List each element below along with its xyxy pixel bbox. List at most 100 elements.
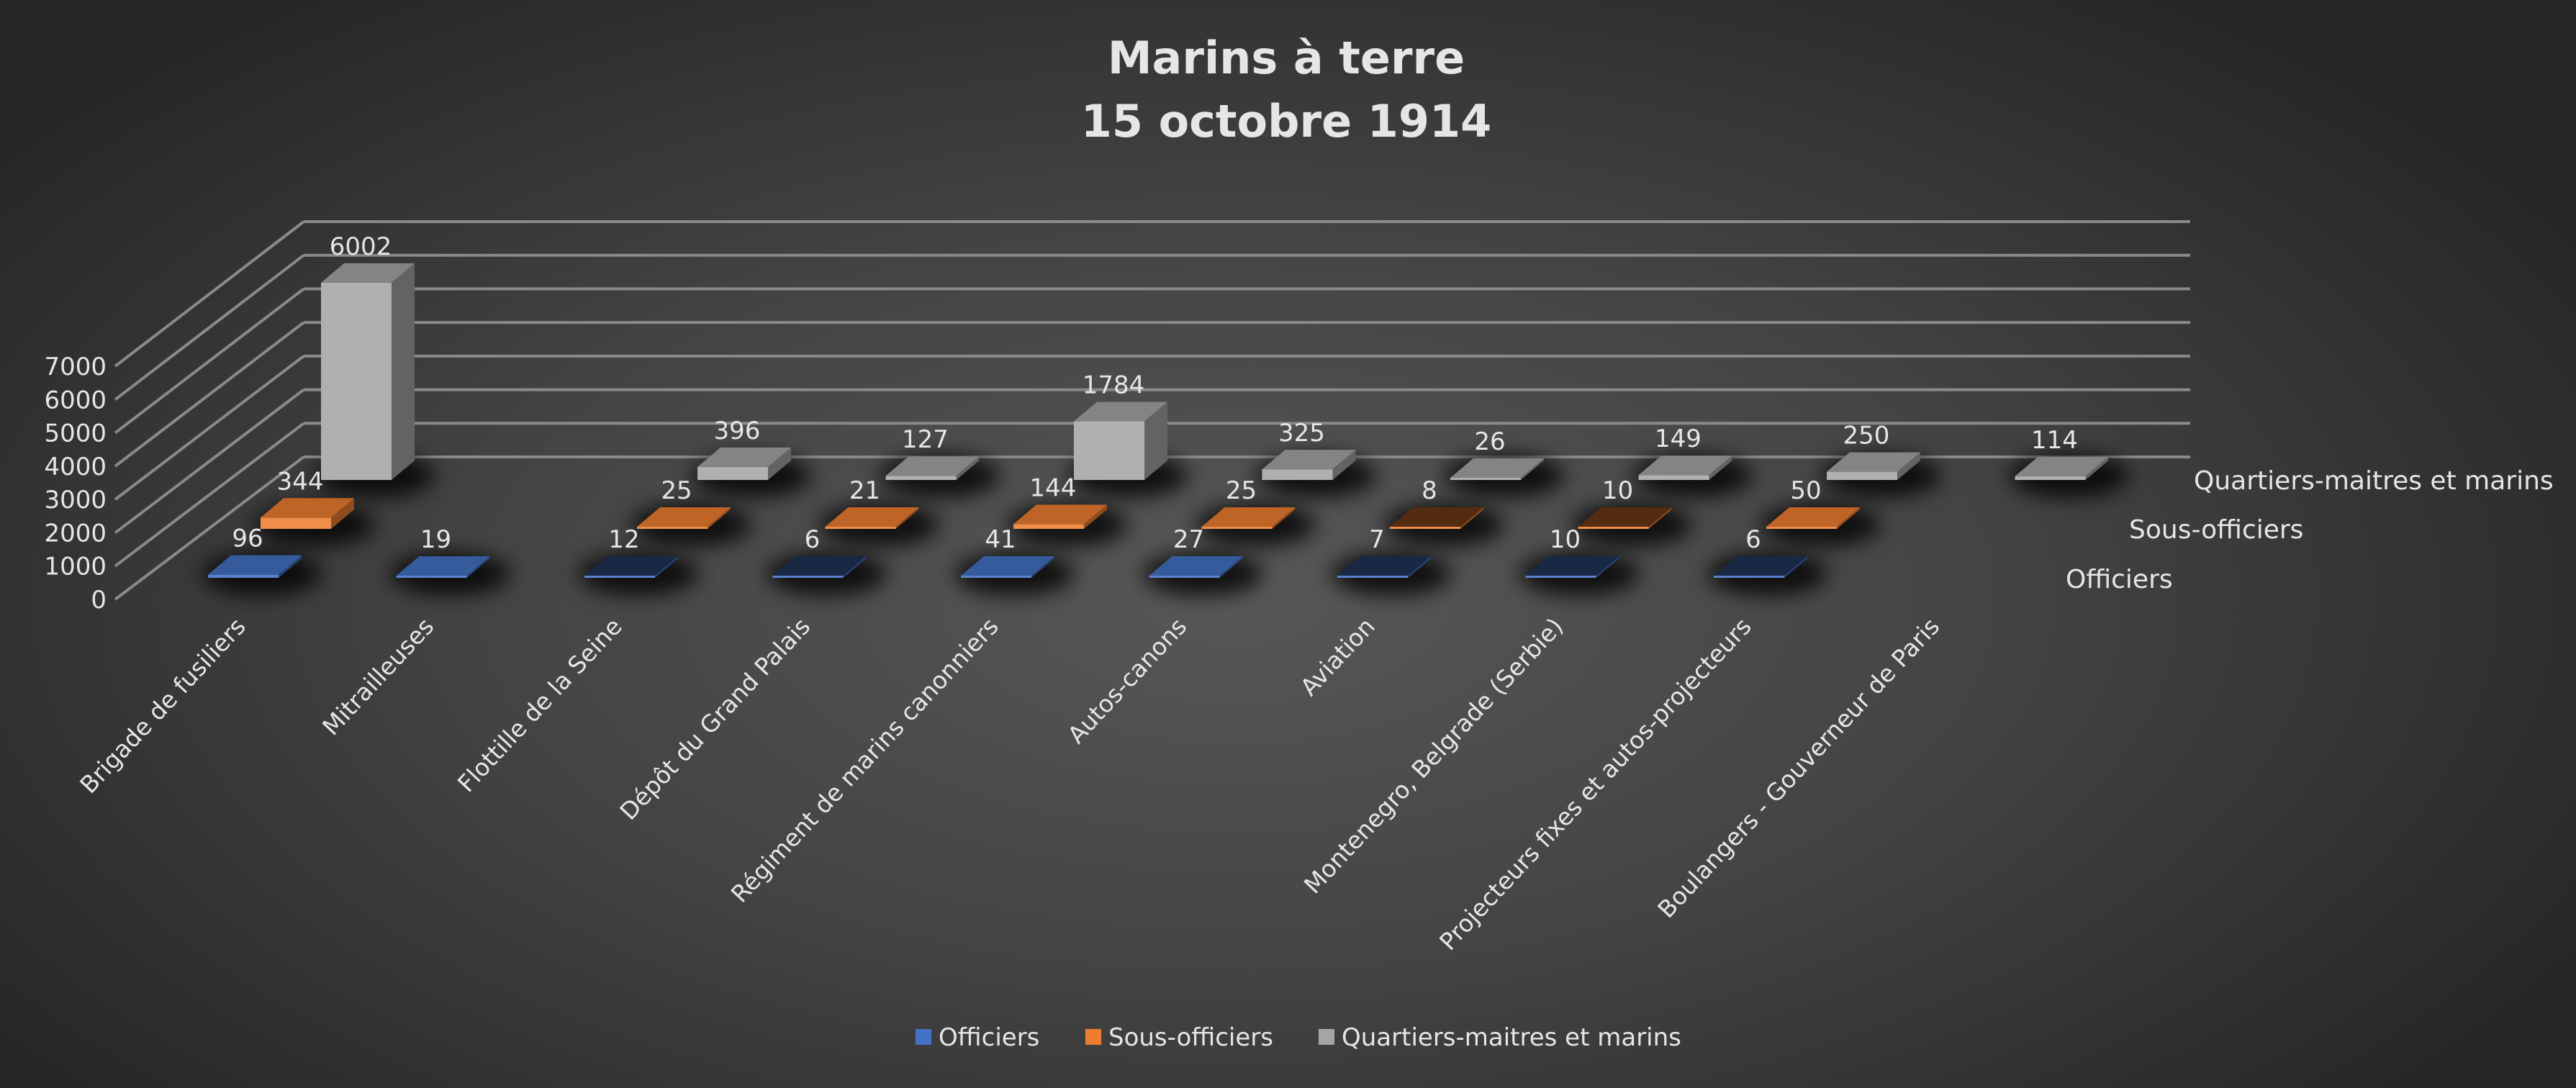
legend-swatch: [916, 1029, 931, 1045]
gridline-side: [114, 321, 305, 468]
y-tick-label: 1000: [44, 553, 107, 581]
gridline-side: [114, 220, 305, 368]
bar-top: [697, 447, 791, 467]
bar-side: [2085, 456, 2109, 480]
data-label: 41: [985, 525, 1016, 554]
chart-title-line-2: 15 octobre 1914: [1081, 95, 1492, 148]
bar-front: [1638, 475, 1709, 480]
bar-front: [2015, 476, 2086, 480]
gridline-side: [114, 455, 305, 601]
bar-top: [1827, 452, 1920, 472]
bar-side: [895, 507, 919, 529]
bar-side: [1084, 504, 1107, 529]
data-label: 144: [1030, 473, 1077, 502]
bar-top: [1074, 402, 1167, 422]
bar-top: [1149, 556, 1243, 576]
bar-side: [1521, 458, 1544, 480]
gridline-side: [114, 355, 305, 501]
bar-front: [961, 576, 1031, 578]
bar-side: [768, 447, 791, 480]
bar-side: [956, 456, 980, 480]
legend-label: Sous-officiers: [1108, 1023, 1273, 1052]
data-label: 7: [1369, 525, 1385, 554]
data-label: 96: [232, 525, 263, 553]
gridline-side: [114, 388, 305, 535]
y-tick-label: 7000: [44, 353, 107, 381]
data-label: 26: [1474, 427, 1505, 456]
bar-front: [1827, 471, 1897, 480]
bar-front: [1074, 421, 1144, 480]
legend-swatch: [1319, 1029, 1334, 1045]
data-label: 10: [1550, 525, 1581, 554]
y-tick-label: 4000: [44, 453, 107, 481]
series-axis-label: Officiers: [2066, 565, 2173, 594]
data-label: 325: [1278, 419, 1325, 448]
category-label: Autos-canons: [1062, 612, 1193, 749]
data-label: 8: [1422, 476, 1437, 505]
y-tick-label: 5000: [44, 420, 107, 448]
category-label: Aviation: [1295, 612, 1380, 702]
bar-top: [772, 556, 867, 576]
bar-side: [1784, 556, 1807, 578]
bar-front: [1013, 524, 1084, 529]
bar-side: [279, 555, 302, 578]
chart-title-line-1: Marins à terre: [1108, 32, 1465, 84]
bar-top: [1578, 507, 1672, 527]
bar-front: [637, 527, 708, 529]
y-tick-label: 0: [91, 586, 107, 615]
bar-side: [466, 556, 490, 578]
bar-front: [825, 527, 896, 529]
bar-front: [396, 576, 467, 578]
bar-side: [1332, 450, 1356, 480]
bar-top: [208, 555, 302, 575]
y-tick-label: 6000: [44, 386, 107, 414]
bar-side: [1709, 455, 1732, 480]
category-label: Projecteurs fixes et autos-projecteurs: [1434, 612, 1757, 956]
bar-front: [1390, 527, 1460, 529]
bar-top: [1714, 556, 1807, 576]
bar-front: [1450, 478, 1521, 480]
gridline-side: [114, 254, 305, 401]
bar-front: [1525, 576, 1596, 578]
data-label: 25: [1226, 476, 1257, 505]
bar-top: [961, 556, 1054, 576]
legend-label: Officiers: [939, 1023, 1039, 1052]
y-tick-label: 2000: [44, 519, 107, 548]
category-label: Mitrailleuses: [317, 612, 439, 741]
bar-front: [1766, 527, 1837, 529]
bar-top: [584, 556, 678, 576]
gridlines: [114, 220, 2190, 601]
category-label: Flottille de la Seine: [452, 612, 628, 798]
data-label: 1784: [1083, 371, 1145, 400]
legend-label: Quartiers-maitres et marins: [1342, 1023, 1681, 1052]
data-label: 6002: [330, 232, 392, 261]
data-label: 21: [849, 476, 880, 505]
bar-side: [392, 263, 415, 480]
x-axis: Brigade de fusiliers Mitrailleuses Flottil…: [74, 612, 1945, 956]
bar-side: [708, 507, 731, 529]
bar-front: [1201, 527, 1273, 529]
bar-side: [1837, 507, 1860, 529]
bar-side: [1648, 507, 1672, 529]
series-axis: Officiers Sous-officiers Quartiers-maitres…: [2066, 466, 2554, 594]
bar-top: [1390, 507, 1483, 527]
bar-side: [1144, 402, 1167, 480]
bar-top: [885, 456, 980, 476]
bar-front: [208, 574, 279, 578]
data-label: 250: [1843, 422, 1890, 450]
bar-top: [1450, 458, 1544, 478]
bar-top: [396, 556, 490, 576]
bar-top: [1766, 507, 1860, 527]
data-label: 127: [902, 425, 949, 454]
data-label: 149: [1655, 425, 1701, 453]
bar-top: [1201, 507, 1296, 527]
bar-front: [697, 466, 768, 480]
data-label: 25: [661, 476, 692, 505]
bar-front: [1262, 469, 1333, 480]
bar-side: [1596, 556, 1619, 578]
bar-front: [1337, 576, 1408, 578]
data-label: 27: [1173, 525, 1204, 554]
data-label: 396: [714, 417, 761, 445]
data-label: 12: [608, 525, 639, 554]
